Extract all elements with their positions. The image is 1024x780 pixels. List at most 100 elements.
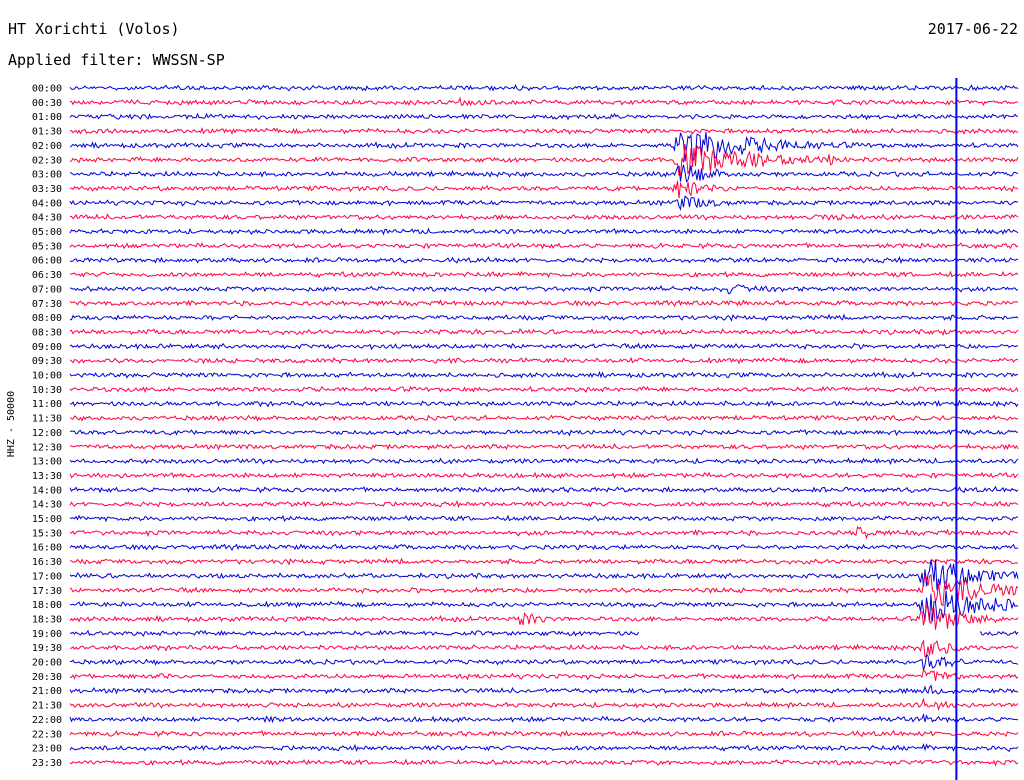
date-label: 2017-06-22	[927, 20, 1018, 38]
row-time-label: 11:00	[32, 399, 62, 410]
row-time-label: 14:00	[32, 485, 62, 496]
trace-row	[69, 514, 1019, 523]
trace-row	[69, 96, 1019, 107]
trace-row	[69, 557, 1019, 566]
trace-row	[69, 654, 1019, 671]
trace-row	[69, 414, 1019, 422]
row-time-label: 01:00	[32, 112, 62, 123]
row-time-label: 22:30	[32, 729, 62, 740]
row-time-label: 10:00	[32, 371, 62, 382]
row-time-label: 12:00	[32, 428, 62, 439]
row-time-label: 03:30	[32, 184, 62, 195]
trace-row	[69, 525, 1019, 540]
trace-row	[69, 590, 1019, 622]
row-time-label: 19:00	[32, 629, 62, 640]
row-time-label: 02:00	[32, 141, 62, 152]
row-time-label: 05:30	[32, 241, 62, 252]
row-time-label: 05:00	[32, 227, 62, 238]
row-time-label: 09:30	[32, 356, 62, 367]
row-time-label: 07:00	[32, 284, 62, 295]
row-time-label: 06:30	[32, 270, 62, 281]
trace-row	[69, 684, 1019, 695]
trace-row	[69, 270, 1019, 279]
y-axis-label: HHZ - 50000	[6, 391, 17, 457]
row-time-label: 21:30	[32, 701, 62, 712]
trace-row	[69, 180, 1019, 199]
trace-row	[69, 729, 1019, 738]
row-time-label: 16:30	[32, 557, 62, 568]
trace-row	[69, 428, 1019, 437]
trace-row	[69, 668, 1019, 681]
trace-row	[69, 127, 1019, 135]
row-time-label: 12:30	[32, 442, 62, 453]
trace-row	[69, 84, 1019, 92]
trace-row	[69, 164, 1019, 183]
row-time-label: 06:00	[32, 256, 62, 267]
trace-row	[69, 559, 1019, 591]
trace-row	[69, 758, 1019, 767]
row-time-label: 23:30	[32, 758, 62, 769]
row-time-label: 13:30	[32, 471, 62, 482]
trace-row	[69, 342, 1019, 351]
trace-row	[69, 697, 1019, 712]
trace-row	[69, 604, 1019, 630]
row-time-label: 19:30	[32, 643, 62, 654]
row-time-label: 15:00	[32, 514, 62, 525]
row-time-label: 04:00	[32, 198, 62, 209]
trace-row	[69, 299, 1019, 308]
trace-row	[69, 112, 1019, 121]
trace-row	[69, 742, 1019, 753]
row-time-label: 23:00	[32, 744, 62, 755]
trace-row	[69, 195, 1019, 212]
trace-row	[69, 442, 1019, 451]
trace-row	[69, 328, 1019, 336]
trace-row	[69, 639, 1019, 658]
trace-row	[69, 143, 1019, 176]
trace-row	[69, 485, 1019, 494]
trace-row	[69, 284, 1019, 295]
trace-row	[69, 457, 1019, 466]
row-time-label: 17:00	[32, 571, 62, 582]
trace-row	[69, 227, 1019, 236]
row-time-label: 01:30	[32, 127, 62, 138]
trace-row	[69, 712, 1019, 724]
row-time-label: 07:30	[32, 299, 62, 310]
row-time-label: 08:30	[32, 327, 62, 338]
row-time-label: 11:30	[32, 414, 62, 425]
row-time-label: 00:30	[32, 98, 62, 109]
row-time-label: 17:30	[32, 586, 62, 597]
trace-row	[69, 313, 1019, 322]
row-time-label: 10:30	[32, 385, 62, 396]
row-time-label: 20:30	[32, 672, 62, 683]
trace-row	[69, 543, 1019, 552]
row-time-label: 16:00	[32, 543, 62, 554]
row-time-label: 02:30	[32, 155, 62, 166]
trace-row	[69, 256, 1019, 265]
trace-row	[69, 385, 1019, 393]
trace-row	[69, 399, 1019, 408]
trace-row	[69, 370, 1019, 379]
trace-row	[69, 573, 1019, 607]
row-time-label: 08:00	[32, 313, 62, 324]
trace-row	[69, 131, 1019, 163]
row-time-label: 18:00	[32, 600, 62, 611]
trace-row	[69, 471, 1019, 479]
row-time-label: 14:30	[32, 500, 62, 511]
row-time-label: 09:00	[32, 342, 62, 353]
row-time-label: 03:00	[32, 170, 62, 181]
row-time-label: 13:00	[32, 457, 62, 468]
trace-row	[69, 242, 1019, 250]
row-time-label: 00:00	[32, 84, 62, 95]
filter-label: Applied filter: WWSSN-SP	[8, 51, 225, 69]
trace-row	[69, 213, 1019, 222]
row-time-label: 21:00	[32, 686, 62, 697]
row-time-label: 18:30	[32, 614, 62, 625]
row-time-label: 22:00	[32, 715, 62, 726]
trace-row	[69, 356, 1019, 365]
row-time-label: 15:30	[32, 528, 62, 539]
station-title: HT Xorichti (Volos)	[8, 20, 180, 38]
trace-row	[69, 499, 1019, 509]
row-time-label: 20:00	[32, 658, 62, 669]
trace-row	[69, 629, 1019, 637]
